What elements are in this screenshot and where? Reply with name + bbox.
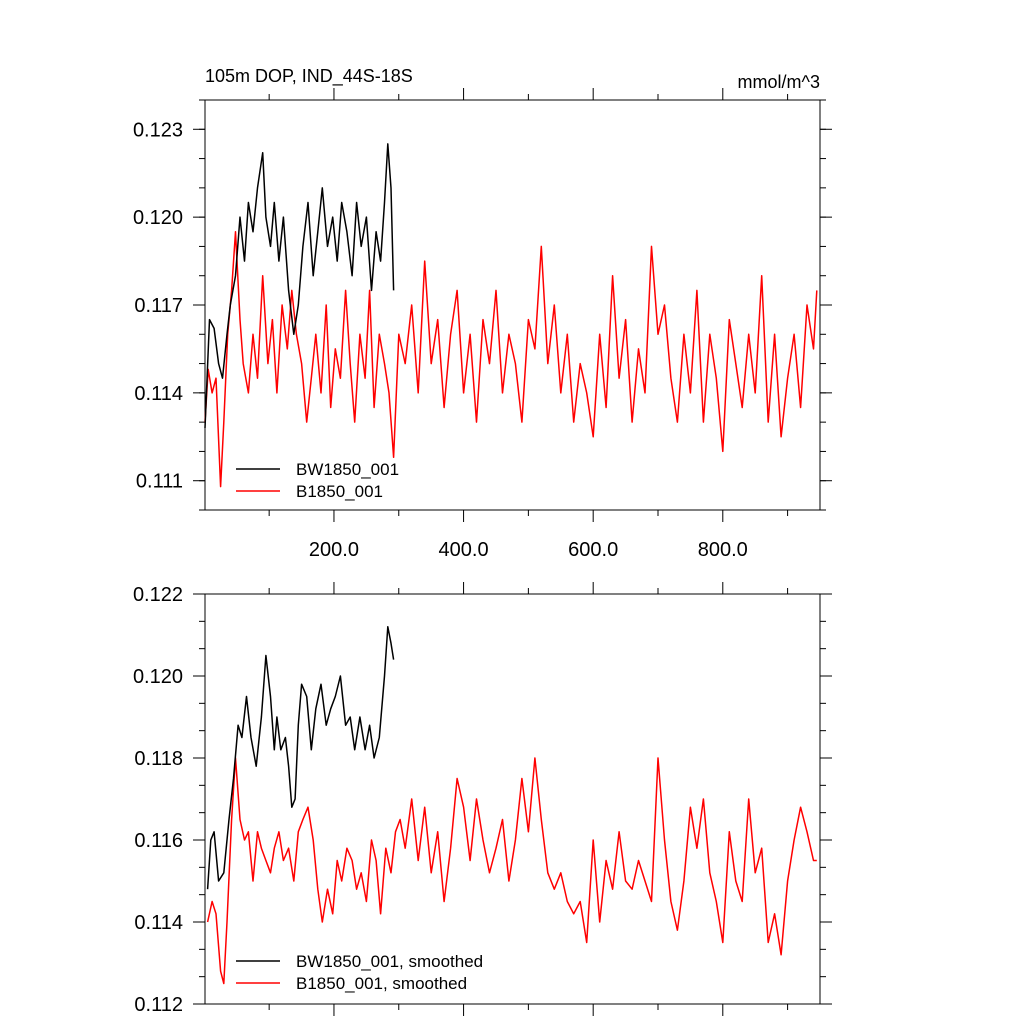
y-tick-label: 0.123 — [133, 119, 183, 141]
x-tick-label: 600.0 — [568, 539, 618, 561]
y-tick-label: 0.117 — [134, 295, 183, 317]
plot-frame — [204, 593, 821, 1005]
units-label: mmol/m^3 — [738, 72, 820, 92]
plot-frame — [204, 99, 821, 511]
y-tick-label: 0.118 — [134, 748, 183, 770]
legend-label: B1850_001 — [296, 482, 383, 501]
y-tick-label: 0.116 — [134, 830, 183, 852]
y-tick-label: 0.111 — [136, 471, 183, 493]
series-lines — [206, 626, 817, 985]
series-line — [206, 626, 395, 890]
legend-label: BW1850_001, smoothed — [296, 952, 483, 971]
y-tick-label: 0.114 — [134, 383, 183, 405]
x-tick-labels: 200.0 400.0 600.0 800.0 — [309, 539, 748, 561]
series-line — [204, 231, 818, 488]
y-tick-label: 0.120 — [133, 666, 183, 688]
legend-label: BW1850_001 — [296, 460, 399, 479]
y-tick-label: 0.122 — [133, 584, 183, 606]
x-tick-label: 400.0 — [439, 539, 489, 561]
x-tick-label: 800.0 — [698, 539, 748, 561]
y-tick-labels: 0.111 0.114 0.117 0.120 0.123 — [133, 119, 183, 492]
legend: BW1850_001, smoothed B1850_001, smoothed — [236, 952, 483, 993]
legend-label: B1850_001, smoothed — [296, 974, 467, 993]
tick-marks — [193, 88, 832, 522]
legend: BW1850_001 B1850_001 — [236, 460, 399, 501]
y-tick-label: 0.112 — [134, 994, 183, 1016]
x-tick-label: 200.0 — [309, 539, 359, 561]
y-tick-labels: 0.112 0.114 0.116 0.118 0.120 0.122 — [133, 584, 183, 1016]
tick-marks — [193, 582, 832, 1016]
series-lines — [204, 143, 818, 488]
bottom-panel: 0.112 0.114 0.116 0.118 0.120 0.122 BW1850_00… — [133, 582, 832, 1016]
y-tick-label: 0.120 — [133, 207, 183, 229]
y-tick-label: 0.114 — [134, 912, 183, 934]
series-line — [206, 757, 817, 985]
series-line — [204, 143, 395, 429]
top-panel: 105m DOP, IND_44S-18S mmol/m^3 0.1110.11… — [133, 66, 832, 561]
chart-title: 105m DOP, IND_44S-18S — [205, 66, 413, 87]
